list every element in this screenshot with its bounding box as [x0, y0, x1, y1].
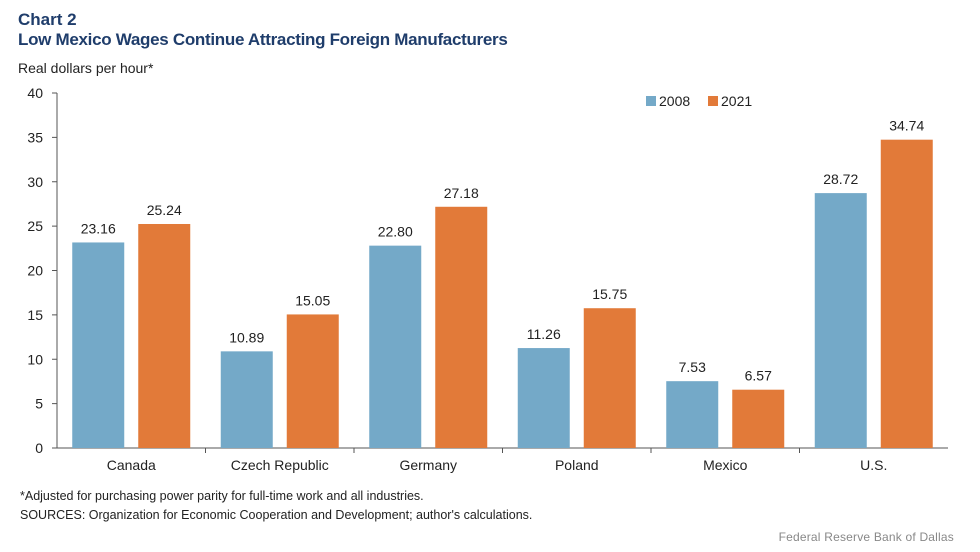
chart-title: Low Mexico Wages Continue Attracting For…	[18, 30, 508, 49]
category-label: Germany	[399, 457, 457, 473]
bar-2021	[435, 206, 488, 448]
legend-label: 2008	[659, 93, 690, 109]
legend-swatch	[646, 96, 656, 106]
category-label: Poland	[555, 457, 599, 473]
footnote: *Adjusted for purchasing power parity fo…	[20, 489, 424, 503]
y-tick-label: 40	[27, 85, 43, 101]
bar-2008	[814, 193, 867, 448]
bar-2021	[732, 389, 785, 448]
y-tick-label: 30	[27, 174, 43, 190]
y-tick-label: 20	[27, 263, 43, 279]
data-label: 34.74	[889, 118, 924, 134]
data-label: 22.80	[378, 224, 413, 240]
y-tick-label: 0	[35, 440, 43, 456]
bar-chart: 0 5 10 15 20 25 30 35 40 23.16 25.24 Canada 10.89 15.…	[27, 85, 948, 473]
data-label: 10.89	[229, 329, 264, 345]
y-tick-label: 5	[35, 396, 43, 412]
y-tick-label: 15	[27, 307, 43, 323]
data-label: 15.05	[295, 292, 330, 308]
y-axis-label: Real dollars per hour*	[18, 60, 154, 76]
category-label: Mexico	[703, 457, 748, 473]
data-label: 27.18	[444, 185, 479, 201]
bar-2021	[286, 314, 339, 448]
data-label: 28.72	[823, 171, 858, 187]
data-label: 11.26	[527, 326, 561, 342]
bar-2021	[583, 308, 636, 448]
data-label: 15.75	[592, 286, 627, 302]
category-label: U.S.	[860, 457, 887, 473]
y-tick-label: 35	[27, 129, 43, 145]
legend-swatch	[708, 96, 718, 106]
y-tick-label: 10	[27, 351, 43, 367]
category-label: Canada	[107, 457, 156, 473]
bar-2008	[220, 351, 273, 448]
bar-2008	[517, 348, 570, 448]
bar-2008	[666, 381, 719, 448]
data-label: 23.16	[81, 220, 116, 236]
data-label: 7.53	[679, 359, 706, 375]
bar-2021	[880, 139, 933, 448]
category-label: Czech Republic	[231, 457, 329, 473]
legend-label: 2021	[721, 93, 752, 109]
chart-number: Chart 2	[18, 10, 77, 29]
publisher-credit: Federal Reserve Bank of Dallas	[778, 530, 954, 544]
data-label: 25.24	[147, 202, 182, 218]
data-label: 6.57	[745, 368, 772, 384]
bar-2021	[138, 223, 191, 448]
bar-2008	[369, 245, 422, 448]
y-tick-label: 25	[27, 218, 43, 234]
bar-2008	[72, 242, 125, 448]
sources-note: SOURCES: Organization for Economic Coope…	[20, 508, 533, 522]
